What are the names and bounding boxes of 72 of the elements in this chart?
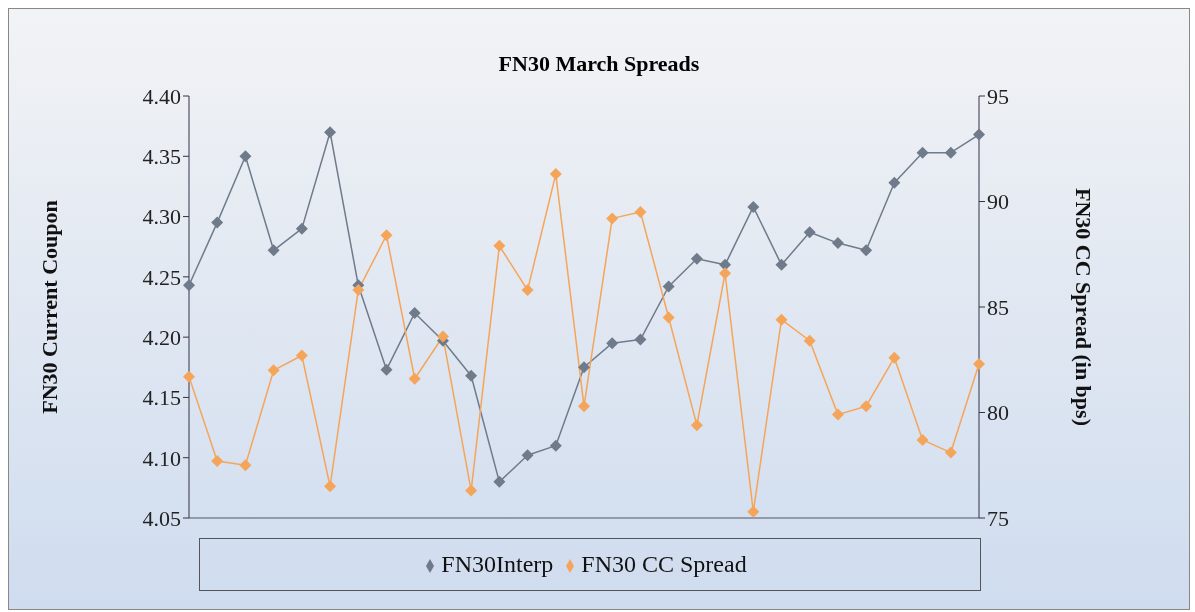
point — [690, 419, 703, 432]
point — [239, 459, 252, 472]
point — [183, 370, 195, 383]
y2-tick-label: 75 — [987, 505, 1009, 531]
y2-tick-label: 85 — [987, 294, 1009, 320]
point — [831, 408, 844, 421]
point — [211, 455, 224, 468]
point — [831, 237, 844, 250]
point — [380, 229, 393, 242]
point — [916, 433, 929, 446]
y-tick-label: 4.25 — [142, 264, 181, 290]
point — [183, 279, 195, 292]
point — [944, 146, 957, 159]
point — [578, 361, 590, 374]
y-tick-label: 4.10 — [142, 445, 181, 471]
point — [295, 222, 308, 235]
chart-title: FN30 March Spreads — [497, 50, 701, 78]
y-tick-label: 4.35 — [142, 144, 181, 170]
point — [662, 280, 675, 293]
y2-tick-label: 80 — [987, 400, 1009, 426]
legend-label: FN30 CC Spread — [581, 551, 747, 577]
point — [888, 351, 901, 364]
y-tick-label: 4.40 — [142, 83, 181, 109]
point — [324, 126, 337, 139]
point — [549, 168, 562, 181]
point — [267, 364, 280, 377]
point — [860, 244, 873, 257]
point — [803, 334, 816, 347]
point — [436, 330, 449, 343]
point — [211, 216, 224, 229]
point — [465, 369, 478, 382]
point — [521, 284, 534, 297]
point — [888, 176, 901, 189]
point — [408, 372, 421, 385]
point — [944, 446, 957, 459]
point — [465, 484, 478, 497]
point — [521, 449, 534, 462]
point — [606, 337, 619, 350]
y-tick-label: 4.05 — [142, 505, 181, 531]
point — [380, 363, 393, 376]
point — [578, 400, 590, 413]
point — [549, 439, 562, 452]
point — [324, 480, 337, 493]
point — [719, 267, 732, 280]
y-tick-label: 4.15 — [142, 385, 181, 411]
y2-tick-label: 95 — [987, 83, 1009, 109]
y2-axis-title: FN30 CC Spread (in bps) — [1071, 188, 1097, 426]
point — [239, 150, 252, 163]
point — [493, 475, 506, 488]
point — [973, 357, 985, 370]
point — [662, 311, 675, 324]
point — [606, 212, 619, 225]
point — [747, 200, 760, 213]
legend-label: FN30Interp — [441, 551, 554, 577]
point — [690, 252, 703, 265]
point — [916, 146, 929, 159]
y2-tick-label: 90 — [987, 189, 1009, 215]
point — [775, 258, 788, 271]
point — [860, 400, 873, 413]
y-tick-label: 4.30 — [142, 204, 181, 230]
y-tick-label: 4.20 — [142, 324, 181, 350]
point — [408, 307, 421, 320]
point — [775, 313, 788, 326]
point — [352, 284, 365, 297]
point — [803, 226, 816, 239]
point — [634, 206, 647, 219]
point — [493, 239, 506, 252]
y-axis-title: FN30 Current Coupon — [36, 200, 62, 414]
point — [634, 333, 647, 346]
point — [973, 128, 985, 141]
point — [295, 349, 308, 362]
point — [267, 244, 280, 257]
